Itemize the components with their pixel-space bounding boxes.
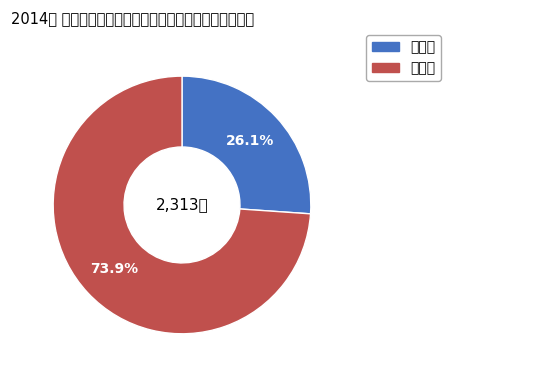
Legend: 小売業, 卸売業: 小売業, 卸売業 (366, 35, 441, 81)
Text: 2014年 商業の従業者数にしめる卸売業と小売業のシェア: 2014年 商業の従業者数にしめる卸売業と小売業のシェア (11, 11, 254, 26)
Text: 73.9%: 73.9% (90, 262, 138, 276)
Text: 2,313人: 2,313人 (156, 198, 208, 212)
Wedge shape (53, 76, 311, 334)
Wedge shape (182, 76, 311, 214)
Text: 26.1%: 26.1% (226, 134, 274, 148)
